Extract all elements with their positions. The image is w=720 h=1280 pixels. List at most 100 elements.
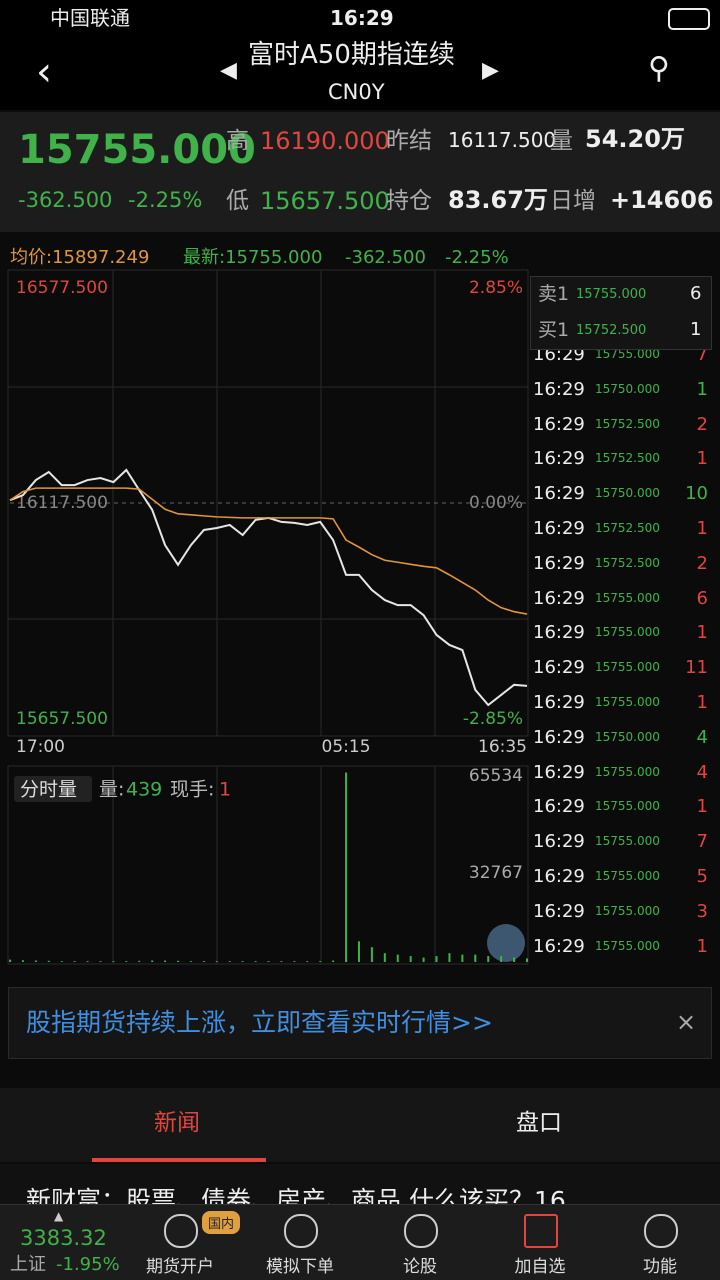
nav-label[interactable]: 模拟下单 (266, 1257, 334, 1277)
trade-time: 16:29 (533, 692, 585, 713)
x-tick-label: 17:00 (16, 737, 65, 757)
banner-text[interactable]: 股指期货持续上涨，立即查看实时行情>> (26, 1008, 493, 1037)
nav-icon[interactable] (524, 1214, 558, 1248)
nav-label[interactable]: 论股 (403, 1257, 437, 1277)
change-pct: -2.25% (128, 188, 203, 212)
x-tick-label: 16:35 (478, 737, 527, 757)
nav-icon[interactable] (164, 1214, 198, 1248)
trade-price: 15755.000 (595, 903, 660, 918)
label: 量 (550, 128, 573, 154)
trade-time: 16:29 (533, 796, 585, 818)
volume-bar (228, 961, 231, 962)
nav-icon[interactable] (284, 1214, 318, 1248)
trade-price: 15755.000 (595, 834, 660, 849)
volume-bar (319, 961, 322, 962)
ask-qty: 6 (690, 283, 702, 304)
tab-bar (0, 1088, 720, 1162)
nav-icon[interactable] (404, 1214, 438, 1248)
nav-label[interactable]: 功能 (643, 1257, 677, 1277)
trade-price: 15750.000 (595, 486, 660, 501)
trade-price: 15755.000 (595, 660, 660, 675)
volume-bar (293, 961, 296, 962)
tab[interactable]: 新闻 (154, 1110, 200, 1136)
open-interest: 83.67万 (448, 186, 548, 214)
latest: 最新:15755.000 (183, 247, 323, 268)
y2-tick-label: 0.00% (469, 493, 523, 513)
volume-bar (409, 956, 412, 962)
y-tick-label: 32767 (469, 863, 523, 883)
volume-bar (215, 961, 218, 962)
prev-button[interactable]: ◀ (220, 58, 237, 83)
index-value: 3383.32 (20, 1226, 107, 1250)
volume-bar (60, 961, 63, 962)
nav-badge: 国内 (202, 1211, 241, 1234)
next-button[interactable]: ▶ (482, 58, 499, 83)
index-name: 上证 (10, 1254, 46, 1275)
back-button[interactable]: ‹ (36, 49, 52, 95)
banner[interactable] (8, 987, 712, 1059)
trade-price: 15755.000 (595, 938, 660, 953)
carrier: 中国联通 (50, 6, 130, 30)
expand-button[interactable] (487, 924, 525, 962)
label: 日增 (550, 188, 596, 214)
tab[interactable]: 盘口 (516, 1110, 562, 1136)
volume-bar (138, 960, 141, 962)
page-title: 富时A50期指连续 (248, 40, 455, 70)
clock: 16:29 (330, 6, 394, 30)
trade-time: 16:29 (533, 350, 585, 365)
trade-qty: 1 (696, 378, 708, 400)
search-button[interactable]: ⚲ (648, 51, 670, 86)
volume-bar (370, 947, 373, 962)
label: 现手: (170, 779, 214, 801)
trade-time: 16:29 (533, 518, 585, 539)
y-tick-label: 16577.500 (16, 278, 108, 298)
nav-label[interactable]: 加自选 (514, 1257, 566, 1277)
close-button[interactable]: × (676, 1008, 697, 1036)
volume-bar (306, 961, 309, 962)
volume-title: 分时量 (20, 779, 77, 801)
arrow: ▲ (54, 1209, 64, 1223)
volume-value: 439 (126, 779, 162, 801)
avg-price: 均价:15897.249 (10, 247, 150, 268)
trade-price: 15755.000 (595, 625, 660, 640)
tab-indicator (92, 1158, 266, 1162)
volume-bar (345, 772, 348, 962)
y2-tick-label: -2.85% (463, 709, 523, 729)
trade-time: 16:29 (533, 587, 585, 609)
quote-panel (0, 112, 720, 232)
volume-bar (125, 961, 128, 962)
top-bar (0, 0, 720, 110)
trade-time: 16:29 (533, 413, 585, 435)
trade-price: 15752.500 (595, 451, 660, 466)
trade-qty: 1 (696, 622, 708, 644)
trade-qty: 1 (696, 935, 708, 957)
volume-bar (500, 956, 503, 962)
volume-tag (14, 776, 92, 802)
trade-time: 16:29 (533, 866, 585, 887)
x-tick-label: 05:15 (322, 737, 371, 757)
trade-price: 15750.000 (595, 381, 660, 396)
nav-label[interactable]: 期货开户 (146, 1257, 214, 1277)
volume-bar (332, 960, 335, 962)
volume-bar (526, 958, 528, 962)
trade-price: 15752.500 (595, 555, 660, 570)
trade-time: 16:29 (533, 726, 585, 748)
volume-bar (474, 954, 477, 962)
ask-price: 15755.000 (576, 287, 647, 302)
trade-time: 16:29 (533, 900, 585, 922)
label: 量: (99, 779, 124, 801)
volume-bar (513, 957, 516, 962)
trade-qty: 1 (696, 692, 708, 713)
low: 15657.500 (260, 187, 390, 215)
volume-bar (86, 961, 89, 962)
trade-time: 16:29 (533, 761, 585, 783)
frame (7, 269, 529, 737)
bottom-bar (0, 1204, 720, 1280)
index-change: -1.95% (56, 1254, 120, 1275)
trade-qty: 4 (696, 761, 708, 783)
nav-icon[interactable] (644, 1214, 678, 1248)
change: -362.500 (18, 188, 113, 212)
trade-qty: 10 (685, 483, 708, 505)
last-price: 15755.000 (18, 127, 256, 173)
